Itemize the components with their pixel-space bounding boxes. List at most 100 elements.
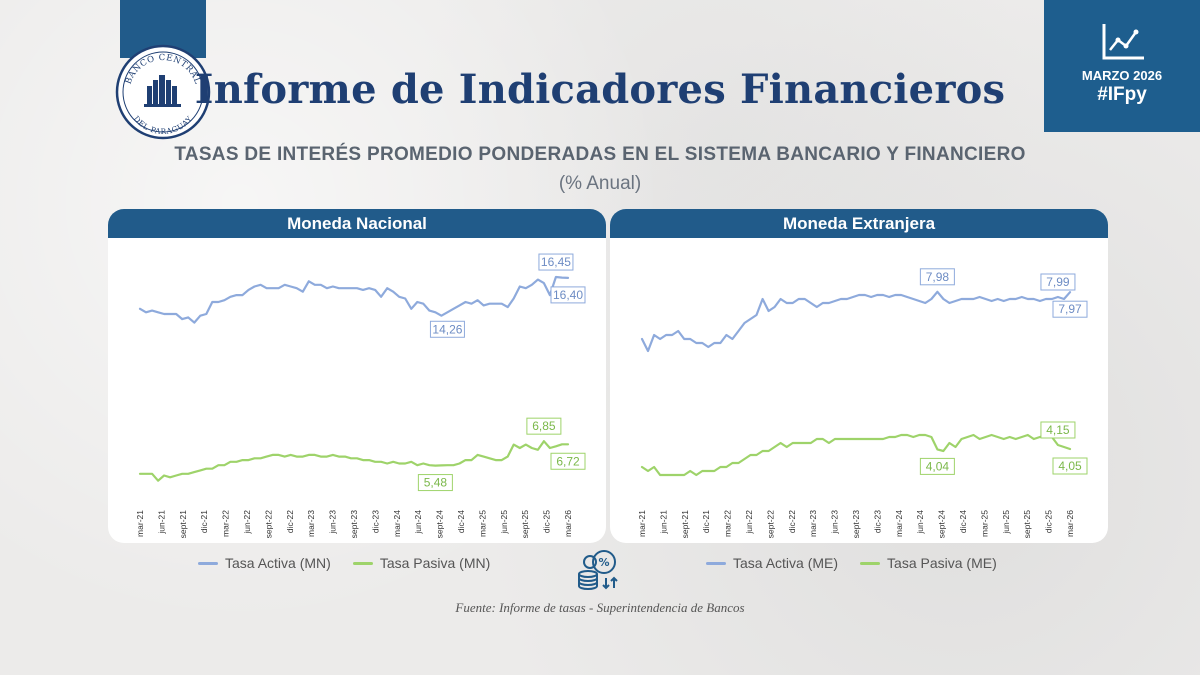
legend-moneda-extranjera: Tasa Activa (ME) Tasa Pasiva (ME) xyxy=(706,553,997,573)
x-tick-label: dic-24 xyxy=(456,510,466,533)
svg-text:14,26: 14,26 xyxy=(432,322,462,336)
svg-text:16,40: 16,40 xyxy=(553,288,583,302)
data-label: 4,04 xyxy=(919,457,955,475)
svg-text:4,05: 4,05 xyxy=(1058,459,1082,473)
x-tick-label: sept-23 xyxy=(349,510,359,539)
x-tick-label: mar-21 xyxy=(135,510,145,537)
badge-hashtag: #IFpy xyxy=(1097,84,1147,105)
panel-moneda-extranjera: Moneda Extranjera mar-21 jun-21 sept-21 dic… xyxy=(610,209,1108,543)
x-tick-label: jun-25 xyxy=(1001,510,1011,535)
x-tick-label: mar-24 xyxy=(392,510,402,537)
x-tick-label: sept-24 xyxy=(937,510,947,539)
svg-text:6,72: 6,72 xyxy=(556,454,580,468)
data-label: 16,45 xyxy=(538,253,574,271)
x-tick-label: jun-24 xyxy=(413,510,423,535)
legend-moneda-nacional: Tasa Activa (MN) Tasa Pasiva (MN) xyxy=(198,553,490,573)
x-tick-label: mar-24 xyxy=(894,510,904,537)
coins-percent-icon: % xyxy=(578,550,618,590)
x-tick-label: jun-24 xyxy=(915,510,925,535)
x-tick-label: sept-21 xyxy=(178,510,188,539)
x-tick-label: dic-23 xyxy=(370,510,380,533)
data-label: 7,97 xyxy=(1052,300,1088,318)
x-tick-label: mar-23 xyxy=(808,510,818,537)
svg-text:4,15: 4,15 xyxy=(1046,423,1070,437)
svg-text:16,45: 16,45 xyxy=(541,255,571,269)
chart-units: (% Anual) xyxy=(558,173,642,194)
x-tick-label: jun-25 xyxy=(499,510,509,535)
data-label: 7,99 xyxy=(1040,273,1076,291)
x-tick-label: jun-23 xyxy=(830,510,840,535)
x-tick-label: jun-21 xyxy=(156,510,166,535)
x-tick-label: mar-26 xyxy=(1065,510,1075,537)
x-tick-label: sept-22 xyxy=(765,510,775,539)
svg-text:7,97: 7,97 xyxy=(1058,302,1082,316)
x-tick-label: dic-22 xyxy=(787,510,797,533)
legend-item-pasiva: Tasa Pasiva (MN) xyxy=(352,555,491,571)
x-tick-label: dic-21 xyxy=(199,510,209,533)
legend-item-pasiva: Tasa Pasiva (ME) xyxy=(860,555,997,571)
x-tick-label: sept-21 xyxy=(680,510,690,539)
x-tick-label: mar-25 xyxy=(477,510,487,537)
x-tick-label: sept-25 xyxy=(520,510,530,539)
legend-label: Tasa Activa (MN) xyxy=(225,555,331,571)
panel-title: Moneda Nacional xyxy=(108,209,606,238)
legend-label: Tasa Pasiva (MN) xyxy=(379,555,491,571)
x-tick-label: sept-23 xyxy=(851,510,861,539)
x-tick-label: dic-22 xyxy=(285,510,295,533)
svg-text:6,85: 6,85 xyxy=(532,419,556,433)
svg-text:5,48: 5,48 xyxy=(424,476,448,490)
bcp-logo-icon: BANCO CENTRAL DEL PARAGUAY xyxy=(115,44,211,140)
x-tick-label: dic-24 xyxy=(958,510,968,533)
badge-date: MARZO 2026 xyxy=(1081,68,1163,83)
x-tick-label: dic-25 xyxy=(1044,510,1054,533)
data-label: 4,05 xyxy=(1052,457,1088,475)
x-tick-label: mar-22 xyxy=(723,510,733,537)
svg-text:7,98: 7,98 xyxy=(926,270,950,284)
svg-text:4,04: 4,04 xyxy=(926,459,950,473)
x-tick-label: mar-25 xyxy=(979,510,989,537)
data-label: 6,85 xyxy=(526,417,562,435)
legend-item-activa: Tasa Activa (ME) xyxy=(706,555,838,571)
series-line xyxy=(138,440,570,482)
data-label: 7,98 xyxy=(919,268,955,286)
chart-moneda-nacional: mar-21 jun-21 sept-21 dic-21 mar-22 jun-22 sep… xyxy=(135,253,586,539)
data-label: 4,15 xyxy=(1040,421,1076,439)
chart-subtitle: TASAS DE INTERÉS PROMEDIO PONDERADAS EN … xyxy=(174,144,1026,165)
x-tick-label: mar-21 xyxy=(637,510,647,537)
x-tick-label: mar-22 xyxy=(221,510,231,537)
x-tick-label: sept-22 xyxy=(263,510,273,539)
legend-label: Tasa Activa (ME) xyxy=(733,555,839,571)
x-tick-label: dic-23 xyxy=(872,510,882,533)
legend-item-activa: Tasa Activa (MN) xyxy=(198,555,331,571)
series-line xyxy=(138,275,570,324)
legend-swatch xyxy=(352,561,373,565)
x-tick-label: jun-21 xyxy=(658,510,668,535)
data-label: 5,48 xyxy=(417,474,453,492)
legend-label: Tasa Pasiva (ME) xyxy=(887,555,997,571)
series-line xyxy=(640,433,1072,477)
source-note: Fuente: Informe de tasas - Superintenden… xyxy=(455,600,745,615)
data-label: 16,40 xyxy=(550,286,586,304)
panel-title: Moneda Extranjera xyxy=(610,209,1108,238)
panel-moneda-nacional: Moneda Nacional mar-21 jun-21 sept-21 dic-2… xyxy=(108,209,606,543)
x-tick-label: dic-21 xyxy=(701,510,711,533)
x-tick-label: jun-23 xyxy=(328,510,338,535)
series-line xyxy=(640,290,1072,353)
x-tick-label: mar-26 xyxy=(563,510,573,537)
chart-moneda-extranjera: mar-21 jun-21 sept-21 dic-21 mar-22 jun-22 sep… xyxy=(637,268,1088,539)
x-tick-label: dic-25 xyxy=(542,510,552,533)
chart-line-icon xyxy=(1102,24,1144,60)
legend-swatch xyxy=(198,561,218,565)
data-label: 6,72 xyxy=(550,452,586,470)
x-tick-label: sept-25 xyxy=(1022,510,1032,539)
x-tick-label: sept-24 xyxy=(435,510,445,539)
date-badge: MARZO 2026 #IFpy xyxy=(1044,0,1200,132)
page-title: Informe de Indicadores Financieros xyxy=(194,66,1006,113)
x-tick-label: mar-23 xyxy=(306,510,316,537)
legend-swatch xyxy=(860,561,881,565)
svg-text:7,99: 7,99 xyxy=(1046,275,1070,289)
svg-text:%: % xyxy=(598,556,609,569)
x-tick-label: jun-22 xyxy=(242,510,252,535)
legend-swatch xyxy=(706,561,726,565)
x-tick-label: jun-22 xyxy=(744,510,754,535)
